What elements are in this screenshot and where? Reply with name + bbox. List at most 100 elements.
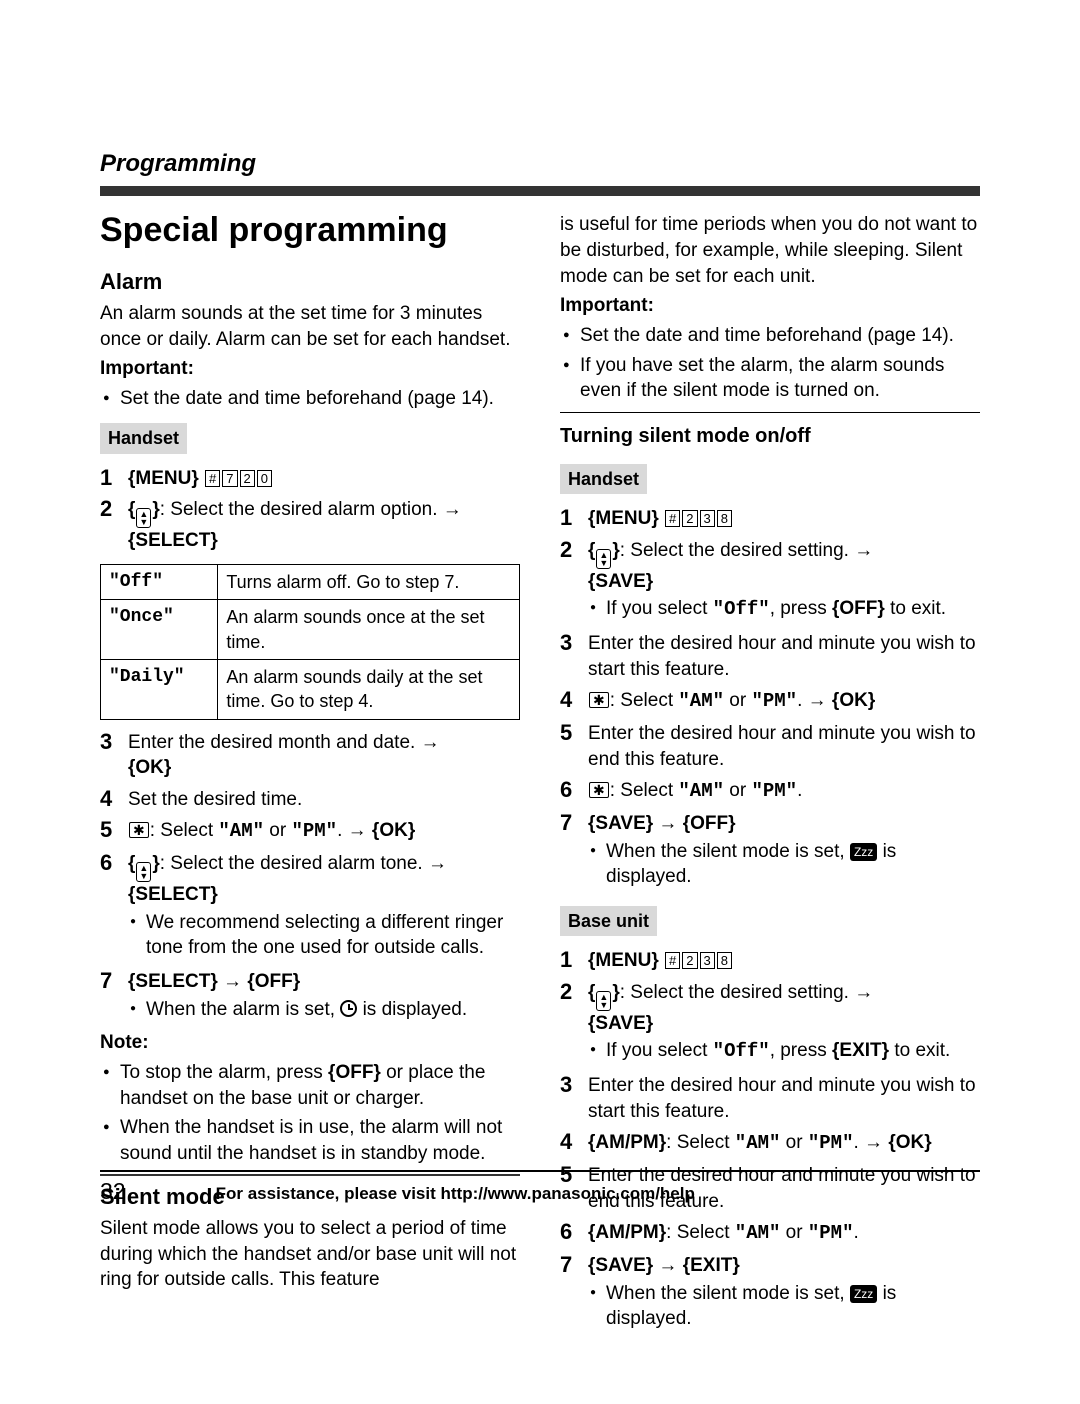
text: . →	[853, 1132, 888, 1153]
am-value: "AM"	[678, 690, 724, 712]
text: Enter the desired month and date. →	[128, 732, 440, 753]
silent-handset-steps: {MENU} #238 {▲▼}: Select the desired set…	[560, 506, 980, 892]
step: {AM/PM}: Select "AM" or "PM". → {OK}	[560, 1130, 980, 1157]
step: Set the desired time.	[100, 787, 520, 813]
text: : Select	[610, 690, 679, 711]
silent-intro-2: is useful for time periods when you do n…	[560, 212, 980, 289]
select-key: SELECT	[135, 530, 210, 551]
text: or	[264, 820, 291, 841]
text: , press	[770, 1040, 832, 1061]
text: : Select the desired setting. →	[620, 540, 873, 561]
text: If you select	[606, 598, 713, 619]
cell: "Once"	[101, 600, 218, 660]
ampm-key: AM/PM	[595, 1222, 658, 1243]
text: is displayed.	[357, 999, 467, 1020]
save-key: SAVE	[595, 1255, 645, 1276]
text: Enter the desired hour and minute you wi…	[588, 721, 980, 772]
footer-rule-icon	[100, 1170, 980, 1172]
footer-text: For assistance, please visit http://www.…	[216, 1183, 695, 1206]
alarm-steps: {MENU} #720 {▲▼}: Select the desired ala…	[100, 466, 520, 554]
off-value: "Off"	[713, 598, 770, 620]
list-item: When the silent mode is set, Zzz is disp…	[588, 1281, 980, 1332]
pm-value: "PM"	[751, 780, 797, 802]
key-icon: #	[665, 952, 680, 969]
off-key: OFF	[839, 598, 877, 619]
step: ✱: Select "AM" or "PM". → {OK}	[100, 818, 520, 845]
text: . →	[797, 690, 832, 711]
text: When the silent mode is set,	[606, 841, 850, 862]
text: If you select	[606, 1040, 713, 1061]
step: Enter the desired month and date. → {OK}	[100, 730, 520, 781]
select-key: SELECT	[135, 971, 210, 992]
ok-key: OK	[839, 690, 868, 711]
step: {▲▼}: Select the desired alarm option. →…	[100, 497, 520, 554]
ok-key: OK	[379, 820, 408, 841]
alarm-steps-continued: Enter the desired month and date. → {OK}…	[100, 730, 520, 1025]
clock-icon	[340, 1000, 357, 1017]
am-value: "AM"	[218, 820, 264, 842]
sub-divider-icon	[560, 412, 980, 413]
alarm-notes: To stop the alarm, press {OFF} or place …	[100, 1060, 520, 1167]
am-value: "AM"	[735, 1132, 781, 1154]
step: Enter the desired hour and minute you wi…	[560, 631, 980, 682]
handset-badge: Handset	[100, 423, 187, 453]
alarm-intro: An alarm sounds at the set time for 3 mi…	[100, 301, 520, 352]
save-key: SAVE	[595, 571, 645, 592]
silent-base-steps: {MENU} #238 {▲▼}: Select the desired set…	[560, 948, 980, 1334]
key-icon: 7	[222, 470, 237, 487]
step: Enter the desired hour and minute you wi…	[560, 721, 980, 772]
key-icon: 3	[700, 510, 715, 527]
cell: An alarm sounds once at the set time.	[218, 600, 520, 660]
alarm-important-list: Set the date and time beforehand (page 1…	[100, 386, 520, 412]
pm-value: "PM"	[291, 820, 337, 842]
note-label: Note:	[100, 1030, 520, 1056]
zzz-icon: Zzz	[850, 1285, 877, 1303]
section-title: Special programming	[100, 210, 520, 251]
step: {▲▼}: Select the desired alarm tone. → {…	[100, 851, 520, 963]
pm-value: "PM"	[808, 1132, 854, 1154]
updown-icon: ▲▼	[136, 508, 151, 528]
step: {MENU} #720	[100, 466, 520, 492]
list-item: When the alarm is set, is displayed.	[128, 997, 520, 1023]
alarm-heading: Alarm	[100, 267, 520, 297]
text: Enter the desired hour and minute you wi…	[588, 1073, 980, 1124]
silent-sub-heading: Turning silent mode on/off	[560, 423, 980, 450]
text: : Select the desired setting. →	[620, 982, 873, 1003]
breadcrumb: Programming	[100, 148, 980, 180]
step: ✱: Select "AM" or "PM".	[560, 778, 980, 805]
list-item: If you have set the alarm, the alarm sou…	[560, 353, 980, 404]
text: . →	[337, 820, 372, 841]
exit-key: EXIT	[839, 1040, 881, 1061]
cell: Turns alarm off. Go to step 7.	[218, 565, 520, 600]
updown-icon: ▲▼	[596, 549, 611, 569]
list-item: If you select "Off", press {EXIT} to exi…	[588, 1038, 980, 1065]
key-icon: #	[665, 510, 680, 527]
cell: "Off"	[101, 565, 218, 600]
table-row: "Daily"An alarm sounds daily at the set …	[101, 659, 520, 719]
step: Enter the desired hour and minute you wi…	[560, 1073, 980, 1124]
text: or	[780, 1132, 807, 1153]
list-item: Set the date and time beforehand (page 1…	[100, 386, 520, 412]
updown-icon: ▲▼	[596, 991, 611, 1011]
text: .	[797, 780, 802, 801]
pm-value: "PM"	[751, 690, 797, 712]
text: , press	[770, 598, 832, 619]
text: When the silent mode is set,	[606, 1283, 850, 1304]
menu-key: MENU	[595, 508, 651, 529]
text: : Select	[150, 820, 219, 841]
cell: An alarm sounds daily at the set time. G…	[218, 659, 520, 719]
ampm-key: AM/PM	[595, 1132, 658, 1153]
handset-badge: Handset	[560, 464, 647, 494]
text: : Select the desired alarm option. →	[160, 499, 462, 520]
key-icon: 2	[682, 952, 697, 969]
updown-icon: ▲▼	[136, 862, 151, 882]
text: or	[724, 780, 751, 801]
star-key-icon: ✱	[589, 692, 609, 708]
step: {AM/PM}: Select "AM" or "PM".	[560, 1220, 980, 1247]
text: or	[724, 690, 751, 711]
list-item: We recommend selecting a different ringe…	[128, 910, 520, 961]
key-icon: 8	[717, 510, 732, 527]
ok-key: OK	[896, 1132, 925, 1153]
table-row: "Off"Turns alarm off. Go to step 7.	[101, 565, 520, 600]
step: {SELECT} → {OFF} When the alarm is set, …	[100, 969, 520, 1024]
